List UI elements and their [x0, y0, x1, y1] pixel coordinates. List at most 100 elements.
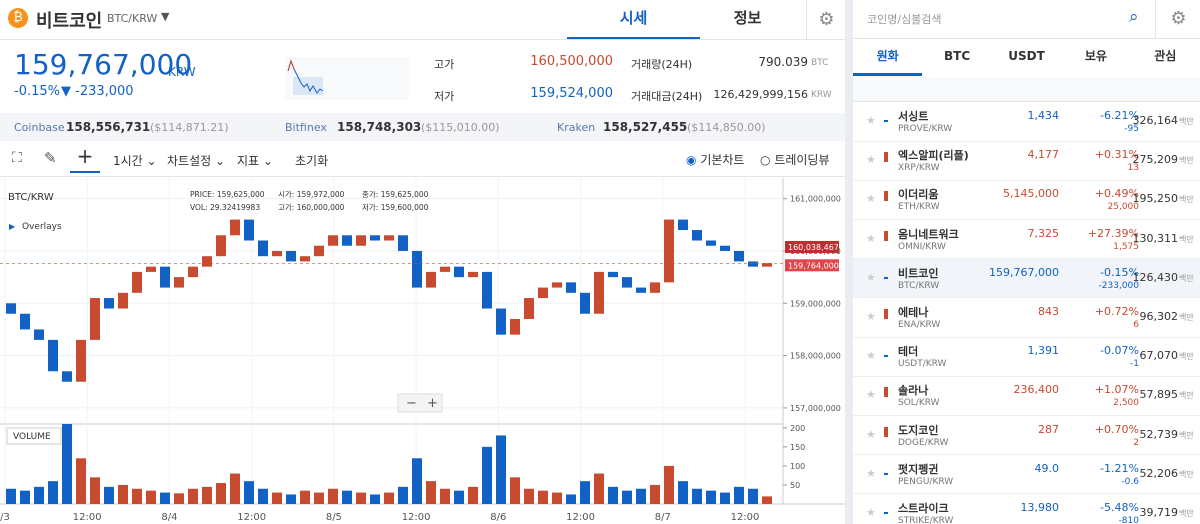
- tradingview[interactable]: ○ 트레이딩뷰: [760, 151, 830, 168]
- coin-rate: +27.39%: [1087, 226, 1139, 240]
- divider: [0, 176, 845, 177]
- coin-name[interactable]: 에테나: [898, 306, 929, 319]
- volume-bar: [482, 446, 492, 504]
- candle: [174, 277, 184, 288]
- volume-bar: [706, 490, 716, 504]
- indicators[interactable]: 지표 ⌄: [237, 154, 273, 168]
- favorite-star[interactable]: ★: [866, 231, 876, 245]
- market-tab[interactable]: 관심: [1154, 49, 1177, 63]
- stat-label: 거래대금(24H): [631, 90, 703, 103]
- coin-name[interactable]: 서싱트: [898, 110, 929, 123]
- volume-bar: [118, 484, 128, 504]
- favorite-star[interactable]: ★: [866, 310, 876, 323]
- market-tab[interactable]: 원화: [853, 40, 923, 76]
- reset[interactable]: 초기화: [295, 154, 329, 168]
- volume-bar: [216, 483, 226, 504]
- row-divider: [853, 258, 1200, 260]
- candle: [160, 266, 170, 288]
- coin-change: 1,575: [1113, 241, 1139, 252]
- candle: [384, 235, 394, 241]
- coin-name[interactable]: 비트코인: [898, 266, 939, 280]
- coin-name[interactable]: 솔라나: [898, 384, 929, 398]
- volume-label-box: [6, 427, 62, 445]
- coin-rate: -1.21%: [1100, 461, 1139, 475]
- trend-bar: [884, 120, 888, 122]
- candle: [90, 298, 100, 340]
- candle: [622, 277, 632, 288]
- favorite-star[interactable]: ★: [866, 192, 876, 206]
- coin-name[interactable]: 도지코인: [898, 423, 939, 437]
- favorite-star[interactable]: ★: [866, 114, 876, 127]
- volume-bar: [454, 490, 464, 504]
- overlays-arrow: ▶: [9, 222, 16, 231]
- candle: [202, 256, 212, 267]
- candle: [734, 250, 744, 262]
- zoom-out[interactable]: −: [406, 396, 417, 411]
- x-tick-label: 8/5: [326, 512, 342, 523]
- tab[interactable]: 시세: [567, 0, 700, 40]
- coin-name[interactable]: 펏지펭귄: [898, 462, 939, 476]
- x-tick-label: 8/7: [655, 512, 671, 523]
- coin-name[interactable]: 옴니네트워크: [898, 227, 959, 241]
- volume-bar: [90, 477, 100, 504]
- coin-name[interactable]: 테더: [898, 345, 919, 359]
- search-icon[interactable]: ⌕: [1129, 7, 1139, 27]
- settings-icon[interactable]: ⚙: [806, 0, 845, 39]
- volume-unit: 백만: [1179, 234, 1194, 244]
- market-tab[interactable]: BTC: [944, 49, 971, 63]
- volume-bar: [664, 465, 674, 504]
- exchange-name: Bitfinex: [285, 121, 327, 134]
- volume-bar: [230, 473, 240, 504]
- candle: [146, 266, 156, 272]
- favorite-star[interactable]: ★: [866, 270, 876, 284]
- x-tick-label: 12:00: [73, 512, 102, 523]
- volume-unit: 백만: [1179, 313, 1194, 322]
- interval[interactable]: 1시간 ⌄: [113, 154, 157, 168]
- coin-name[interactable]: 이더리움: [898, 188, 939, 202]
- coin-symbol: PENGU/KRW: [898, 476, 954, 487]
- price-tag: [785, 240, 839, 253]
- draw-icon[interactable]: ✎: [44, 149, 57, 167]
- settings-icon[interactable]: ⚙: [1155, 0, 1200, 38]
- coin-price: 159,767,000: [989, 265, 1059, 279]
- market-tab[interactable]: 보유: [1084, 49, 1107, 63]
- search-input[interactable]: 코인명/심볼검색: [867, 13, 942, 26]
- favorite-star[interactable]: ★: [866, 153, 876, 167]
- price-unit: KRW: [168, 65, 196, 79]
- coin-symbol: SOL/KRW: [898, 398, 940, 409]
- favorite-star[interactable]: ★: [866, 506, 876, 519]
- candle: [594, 271, 604, 314]
- favorite-star[interactable]: ★: [866, 388, 876, 402]
- coin-name[interactable]: 엑스알피(리플): [898, 149, 969, 163]
- x-tick-label: 12:00: [237, 512, 266, 523]
- candle: [244, 219, 254, 241]
- tab[interactable]: 정보: [733, 9, 762, 27]
- volume-bar: [538, 490, 548, 504]
- favorite-star[interactable]: ★: [866, 427, 876, 441]
- x-tick-label: 8/6: [490, 512, 506, 523]
- overlays: Overlays: [22, 222, 62, 232]
- favorite-star[interactable]: ★: [866, 466, 876, 480]
- plot-bg: [0, 178, 783, 504]
- crosshair-icon[interactable]: +: [70, 144, 100, 173]
- candle: [496, 308, 506, 335]
- chart-settings[interactable]: 차트설정 ⌄: [167, 154, 226, 168]
- coin-symbol: PROVE/KRW: [898, 124, 953, 134]
- coin-price: 4,177: [1027, 148, 1060, 162]
- fullscreen-icon[interactable]: ⛶: [12, 150, 22, 166]
- pair: BTC/KRW: [107, 12, 158, 25]
- market-tab[interactable]: USDT: [1008, 49, 1045, 63]
- candle: [440, 266, 450, 272]
- volume-unit: 백만: [1179, 469, 1194, 479]
- favorite-star[interactable]: ★: [866, 349, 876, 363]
- volume-tick-label: 200: [790, 424, 805, 433]
- exchange-name: Coinbase: [14, 121, 65, 134]
- dropdown[interactable]: ▼: [161, 10, 170, 23]
- stat-label: 고가: [434, 58, 455, 71]
- candle: [118, 292, 128, 309]
- coin-name[interactable]: 스트라이크: [898, 502, 949, 515]
- basic-chart[interactable]: ◉ 기본차트: [686, 151, 744, 168]
- ohlc-info: VOL: 29.32419983: [190, 203, 260, 212]
- zoom-in[interactable]: +: [427, 396, 438, 411]
- volume-unit: 백만: [1179, 156, 1194, 166]
